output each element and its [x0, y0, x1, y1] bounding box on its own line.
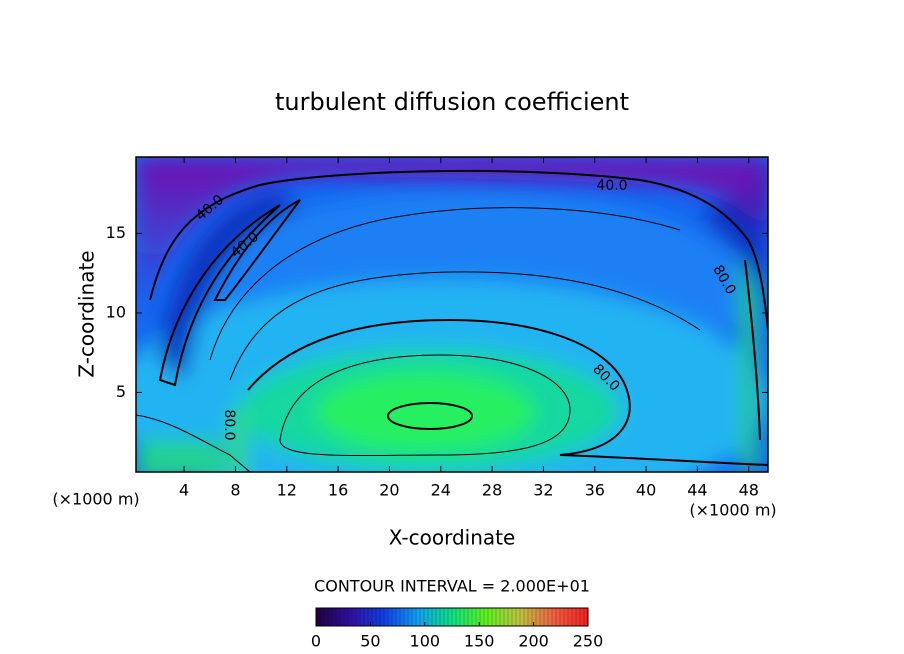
- y-axis-label: Z-coordinate: [75, 250, 99, 377]
- colorbar-tick-label: 250: [573, 632, 604, 651]
- x-tick-label: 32: [533, 481, 553, 500]
- contour-label: 80.0: [221, 409, 237, 440]
- x-tick-label: 20: [379, 481, 399, 500]
- colorbar: 0 50 100 150 200 250: [311, 607, 604, 651]
- colorbar-frame: [315, 607, 589, 627]
- plot-frame: [135, 156, 769, 473]
- x-tick-label: 40: [636, 481, 656, 500]
- colorbar-tick-label: 0: [311, 632, 321, 651]
- contour-lines: [136, 169, 768, 472]
- y-unit-label: (×1000 m): [52, 490, 139, 509]
- y-tick-label: 5: [116, 382, 126, 401]
- x-tick-label: 28: [482, 481, 502, 500]
- x-axis-label: X-coordinate: [389, 526, 516, 550]
- colorbar-tick-label: 50: [360, 632, 380, 651]
- colorbar-tick-label: 200: [518, 632, 549, 651]
- x-tick-label: 16: [328, 481, 348, 500]
- x-tick-label: 44: [687, 481, 707, 500]
- colorbar-tick-label: 100: [410, 632, 441, 651]
- x-tick-label: 12: [277, 481, 297, 500]
- x-tick-label: 8: [230, 481, 240, 500]
- x-tick-label: 24: [431, 481, 451, 500]
- x-tick-label: 4: [179, 481, 189, 500]
- x-tick-label: 48: [739, 481, 759, 500]
- colorbar-tick-label: 150: [464, 632, 495, 651]
- y-tick-label: 15: [106, 223, 126, 242]
- field: [136, 157, 768, 472]
- contour-interval: CONTOUR INTERVAL = 2.000E+01: [314, 577, 590, 596]
- x-tick-label: 36: [585, 481, 605, 500]
- colorbar-fill: [316, 608, 588, 626]
- x-unit-label: (×1000 m): [689, 501, 776, 520]
- contour-label: 40.0: [596, 178, 627, 194]
- chart-title: turbulent diffusion coefficient: [275, 88, 629, 116]
- y-tick-label: 10: [106, 302, 126, 321]
